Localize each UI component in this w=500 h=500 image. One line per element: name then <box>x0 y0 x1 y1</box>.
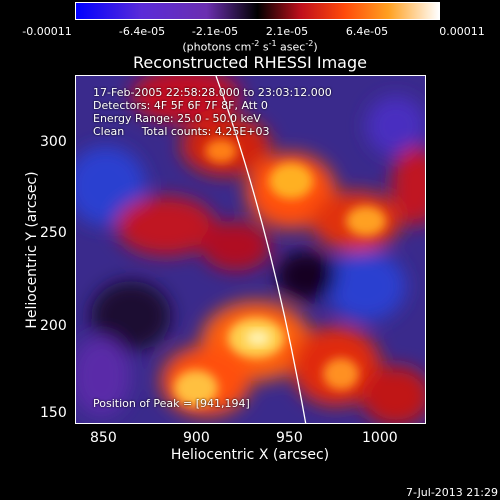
y-tick-label: 250 <box>40 225 67 241</box>
colorbar <box>75 2 440 20</box>
colorbar-tick: -2.1e-05 <box>191 25 239 38</box>
colorbar-units: (photons cm-2 s-1 asec-2) <box>182 39 318 54</box>
colorbar-tick: 2.1e-05 <box>265 25 309 38</box>
solar-limb-line <box>215 76 307 423</box>
energy-range-text: Energy Range: 25.0 - 50.0 keV <box>93 112 261 125</box>
image-title: Reconstructed RHESSI Image <box>133 53 367 72</box>
colorbar-tick: -0.00011 <box>22 25 72 38</box>
x-tick-label: 1000 <box>362 430 398 446</box>
y-axis-label: Heliocentric Y (arcsec) <box>24 171 40 329</box>
peak-position-text: Position of Peak = [941,194] <box>93 397 250 410</box>
time-range-text: 17-Feb-2005 22:58:28.000 to 23:03:12.000 <box>93 86 332 99</box>
rhessi-image <box>75 75 426 424</box>
rhessi-image-map <box>76 76 425 423</box>
x-tick-label: 950 <box>276 430 303 446</box>
clean-counts-text: Clean Total counts: 4.25E+03 <box>93 125 270 138</box>
detectors-text: Detectors: 4F 5F 6F 7F 8F, Att 0 <box>93 99 268 112</box>
x-axis-label: Heliocentric X (arcsec) <box>170 447 330 463</box>
colorbar-tick: 0.00011 <box>439 25 485 38</box>
peak-source <box>246 330 270 346</box>
x-tick-label: 850 <box>90 430 117 446</box>
timestamp: 7-Jul-2013 21:29 <box>405 486 498 499</box>
y-tick-label: 150 <box>40 405 67 421</box>
colorbar-tick: -6.4e-05 <box>118 25 166 38</box>
y-tick-label: 200 <box>40 318 67 334</box>
colorbar-tick: 6.4e-05 <box>345 25 389 38</box>
y-tick-label: 300 <box>40 134 67 150</box>
x-tick-label: 900 <box>183 430 210 446</box>
